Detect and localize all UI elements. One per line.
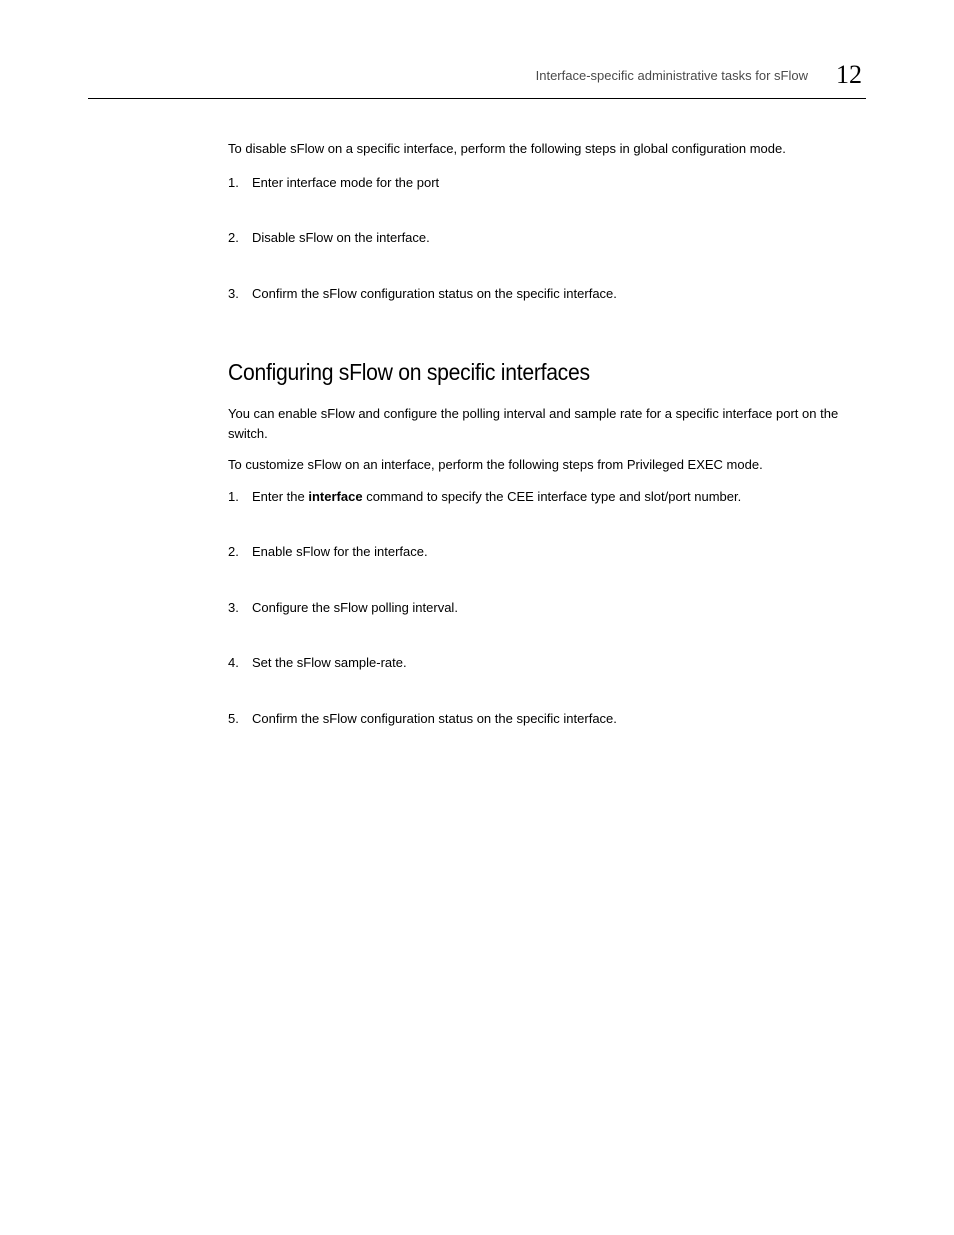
step-number: 3. (228, 598, 252, 618)
list-item: 4. Set the sFlow sample-rate. (228, 653, 846, 673)
step-text: Configure the sFlow polling interval. (252, 598, 846, 618)
section2-heading: Configuring sFlow on specific interfaces (228, 359, 797, 386)
page-container: Interface-specific administrative tasks … (0, 0, 954, 824)
text-pre: Enter the (252, 489, 308, 504)
section2-steps: 1. Enter the interface command to specif… (228, 487, 846, 729)
list-item: 3. Confirm the sFlow configuration statu… (228, 284, 846, 304)
header-title: Interface-specific administrative tasks … (536, 68, 808, 83)
text-post: command to specify the CEE interface typ… (363, 489, 742, 504)
step-text: Enter interface mode for the port (252, 173, 846, 193)
step-number: 1. (228, 173, 252, 193)
section1-intro: To disable sFlow on a specific interface… (228, 139, 846, 159)
step-number: 1. (228, 487, 252, 507)
section2-para2: To customize sFlow on an interface, perf… (228, 455, 846, 475)
step-text: Enable sFlow for the interface. (252, 542, 846, 562)
command-bold: interface (308, 489, 362, 504)
step-number: 5. (228, 709, 252, 729)
step-text: Disable sFlow on the interface. (252, 228, 846, 248)
list-item: 2. Enable sFlow for the interface. (228, 542, 846, 562)
step-number: 2. (228, 228, 252, 248)
step-number: 4. (228, 653, 252, 673)
section1-steps: 1. Enter interface mode for the port 2. … (228, 173, 846, 304)
list-item: 1. Enter the interface command to specif… (228, 487, 846, 507)
step-text: Enter the interface command to specify t… (252, 487, 846, 507)
list-item: 1. Enter interface mode for the port (228, 173, 846, 193)
page-header: Interface-specific administrative tasks … (88, 60, 866, 90)
step-text: Confirm the sFlow configuration status o… (252, 284, 846, 304)
list-item: 3. Configure the sFlow polling interval. (228, 598, 846, 618)
step-number: 2. (228, 542, 252, 562)
chapter-number: 12 (836, 60, 862, 90)
step-text: Set the sFlow sample-rate. (252, 653, 846, 673)
list-item: 2. Disable sFlow on the interface. (228, 228, 846, 248)
header-rule (88, 98, 866, 99)
section2-para1: You can enable sFlow and configure the p… (228, 404, 846, 443)
list-item: 5. Confirm the sFlow configuration statu… (228, 709, 846, 729)
step-number: 3. (228, 284, 252, 304)
content-area: To disable sFlow on a specific interface… (88, 139, 866, 728)
step-text: Confirm the sFlow configuration status o… (252, 709, 846, 729)
